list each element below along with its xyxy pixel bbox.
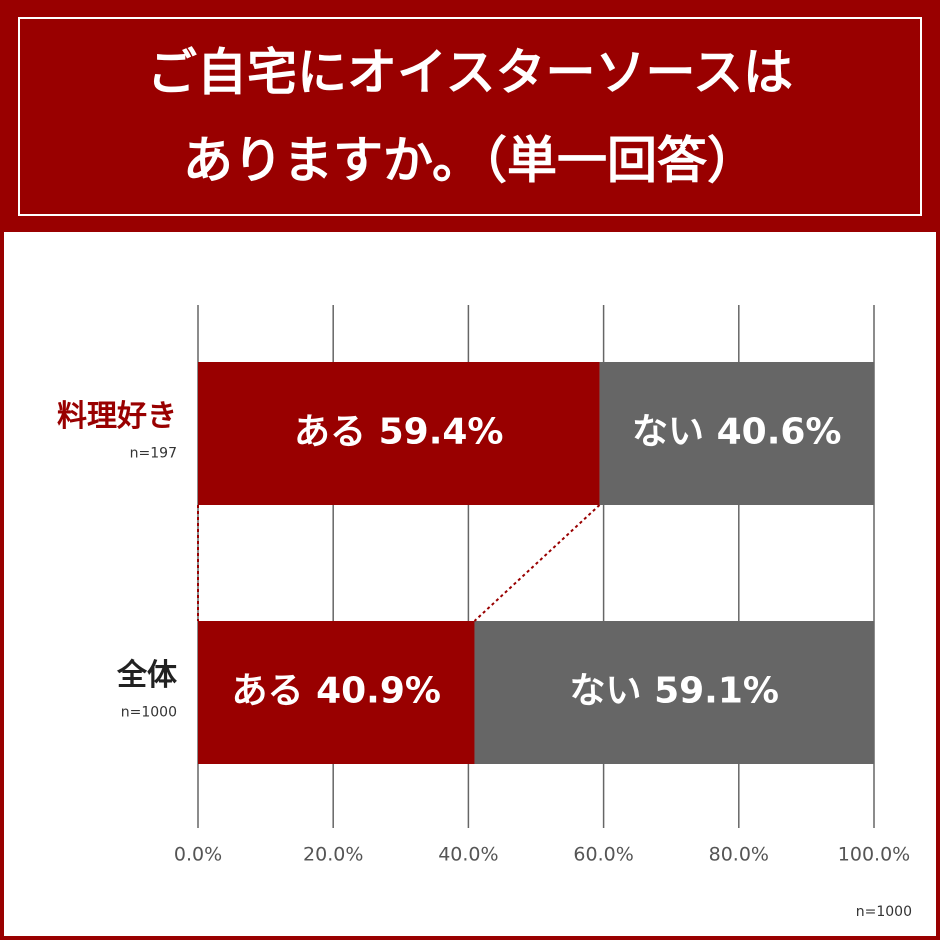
bar-label: ある 40.9% bbox=[232, 671, 441, 712]
category-label: 全体 bbox=[116, 658, 178, 693]
series-name: ない bbox=[632, 412, 704, 453]
category-note: n=197 bbox=[130, 446, 177, 462]
x-tick-label: 20.0% bbox=[303, 844, 363, 866]
bar bbox=[198, 621, 475, 764]
bar-label: ない 59.1% bbox=[570, 671, 779, 712]
chart-title: ご自宅にオイスターソースは bbox=[147, 44, 793, 102]
value-label: 40.9% bbox=[316, 671, 441, 712]
category-note: n=1000 bbox=[121, 705, 177, 721]
bar bbox=[198, 362, 600, 505]
series-name: ある bbox=[232, 671, 304, 712]
footnote: n=1000 bbox=[856, 904, 912, 920]
category-label: 料理好き bbox=[57, 399, 177, 434]
x-tick-label: 40.0% bbox=[438, 844, 498, 866]
bar-label: ある 59.4% bbox=[294, 412, 503, 453]
chart-title: ありますか。（単一回答） bbox=[183, 132, 757, 190]
plot-background bbox=[4, 232, 936, 936]
series-name: ある bbox=[294, 412, 366, 453]
value-label: 59.4% bbox=[379, 412, 504, 453]
title-box bbox=[18, 17, 922, 216]
x-tick-label: 0.0% bbox=[174, 844, 222, 866]
bar bbox=[474, 621, 874, 764]
value-label: 59.1% bbox=[654, 671, 779, 712]
value-label: 40.6% bbox=[717, 412, 842, 453]
bar-label: ない 40.6% bbox=[632, 412, 841, 453]
x-tick-label: 100.0% bbox=[838, 844, 910, 866]
connector bbox=[473, 504, 601, 622]
x-tick-label: 60.0% bbox=[573, 844, 633, 866]
x-tick-label: 80.0% bbox=[709, 844, 769, 866]
series-name: ない bbox=[570, 671, 642, 712]
bar bbox=[599, 362, 874, 505]
